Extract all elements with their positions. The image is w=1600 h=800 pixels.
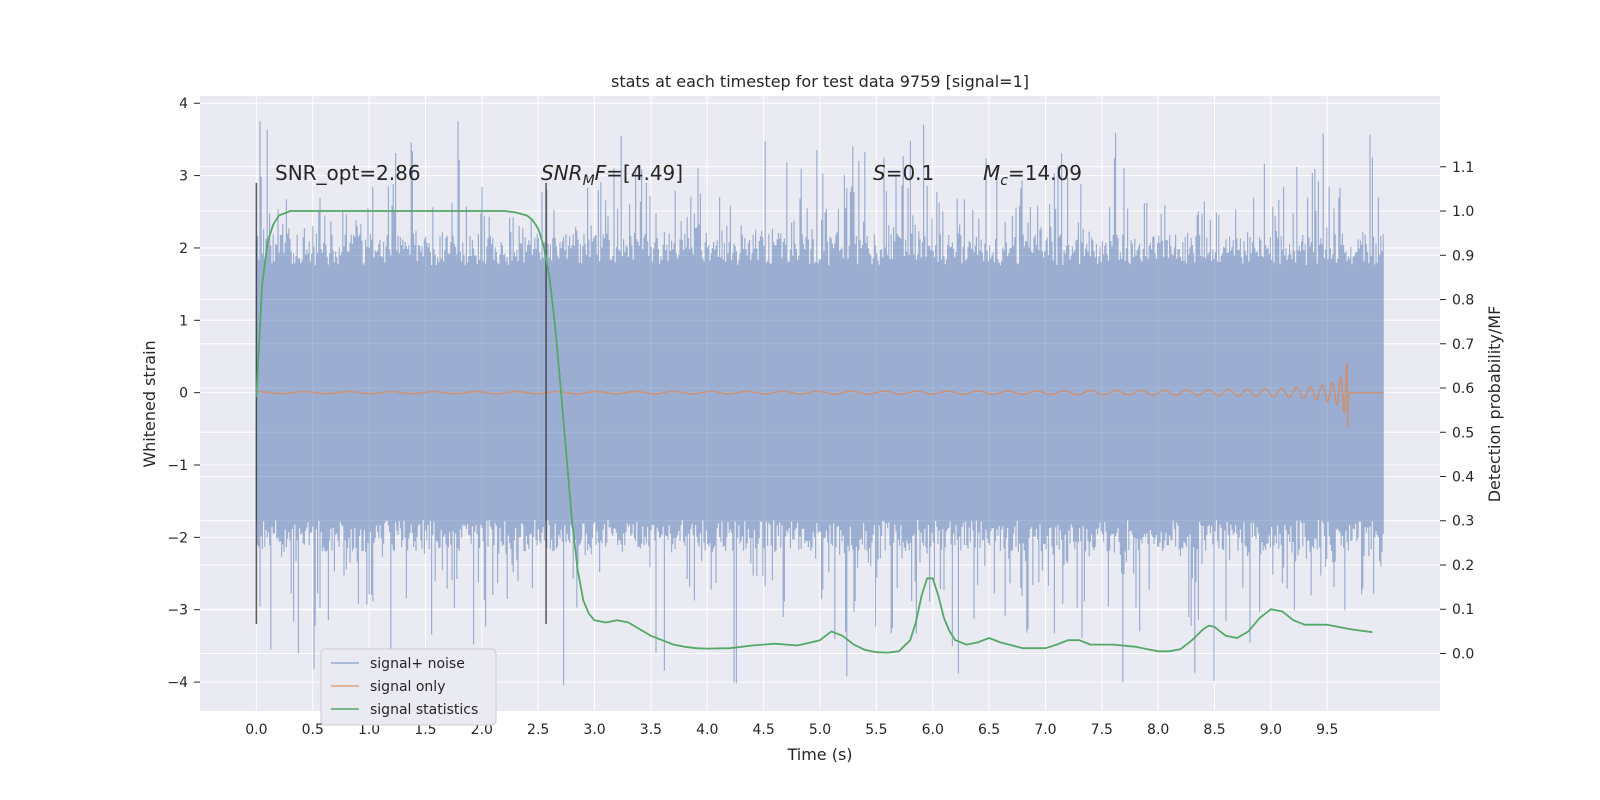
legend-label-signal: signal only xyxy=(370,679,445,695)
y2-tick-label: 1.0 xyxy=(1452,204,1474,220)
x-tick-label: 0.0 xyxy=(245,722,267,738)
y-tick-label: 4 xyxy=(179,96,188,112)
x-tick-label: 1.0 xyxy=(358,722,380,738)
legend-box xyxy=(320,648,497,726)
x-tick-label: 6.5 xyxy=(978,722,1000,738)
annotation-text: SNRMF=[4.49] xyxy=(541,161,683,189)
x-tick-label: 9.0 xyxy=(1260,722,1282,738)
y2-tick-label: 0.5 xyxy=(1452,425,1474,441)
y2-tick-label: 1.1 xyxy=(1452,160,1474,176)
x-tick-label: 5.0 xyxy=(809,722,831,738)
y2-axis-label: Detection probability/MF xyxy=(1485,306,1504,503)
y-axis-label: Whitened strain xyxy=(140,340,159,467)
y-tick-label: −2 xyxy=(167,530,188,546)
y2-tick-label: 0.0 xyxy=(1452,646,1474,662)
annotation-text: Mc=14.09 xyxy=(983,161,1082,189)
x-tick-label: 3.0 xyxy=(583,722,605,738)
series-signal-statistics xyxy=(255,210,1373,654)
y-tick-label: 3 xyxy=(179,169,188,185)
y2-tick-label: 0.7 xyxy=(1452,337,1474,353)
y-tick-label: −1 xyxy=(167,458,188,474)
y2-tick-label: 0.6 xyxy=(1452,381,1474,397)
y2-tick-label: 0.2 xyxy=(1452,558,1474,574)
x-tick-label: 4.5 xyxy=(753,722,775,738)
x-tick-label: 2.5 xyxy=(527,722,549,738)
signal-trace xyxy=(256,361,1384,428)
y2-tick-label: 0.4 xyxy=(1452,470,1474,486)
y2-tick-label: 0.1 xyxy=(1452,602,1474,618)
series-signal-only xyxy=(256,361,1384,428)
y-tick-label: 0 xyxy=(179,386,188,402)
x-tick-label: 9.5 xyxy=(1316,722,1338,738)
x-tick-label: 8.5 xyxy=(1203,722,1225,738)
x-tick-label: 2.0 xyxy=(471,722,493,738)
y-tick-label: 2 xyxy=(179,241,188,257)
annotation-text: S=0.1 xyxy=(873,161,934,185)
legend: signal+ noise signal only signal statist… xyxy=(320,648,497,726)
y2-tick-label: 0.3 xyxy=(1452,514,1474,530)
x-tick-label: 6.0 xyxy=(922,722,944,738)
x-tick-label: 4.0 xyxy=(696,722,718,738)
chart-title: stats at each timestep for test data 975… xyxy=(611,72,1029,91)
y-tick-label: −4 xyxy=(167,675,188,691)
x-tick-label: 8.0 xyxy=(1147,722,1169,738)
stats-trace xyxy=(255,210,1373,654)
axis-ticks: 0.0 0.5 1.0 1.5 2.0 2.5 3.0 3.5 4.0 4.5 5.0 5.5 6.0 6… xyxy=(167,96,1474,738)
x-tick-label: 1.5 xyxy=(414,722,436,738)
y-tick-label: −3 xyxy=(167,603,188,619)
legend-label-stats: signal statistics xyxy=(370,702,478,718)
annotations: SNR_opt=2.86 SNRMF=[4.49] S=0.1 Mc=14.09 xyxy=(275,161,1082,189)
annotation-text: SNR_opt=2.86 xyxy=(275,161,421,185)
x-tick-label: 7.0 xyxy=(1034,722,1056,738)
legend-label-noise: signal+ noise xyxy=(370,656,465,672)
x-tick-label: 0.5 xyxy=(302,722,324,738)
x-tick-label: 5.5 xyxy=(865,722,887,738)
x-tick-label: 3.5 xyxy=(640,722,662,738)
y-tick-label: 1 xyxy=(179,313,188,329)
y2-tick-label: 0.9 xyxy=(1452,248,1474,264)
x-axis-label: Time (s) xyxy=(786,745,852,764)
y2-tick-label: 0.8 xyxy=(1452,293,1474,309)
x-tick-label: 7.5 xyxy=(1091,722,1113,738)
